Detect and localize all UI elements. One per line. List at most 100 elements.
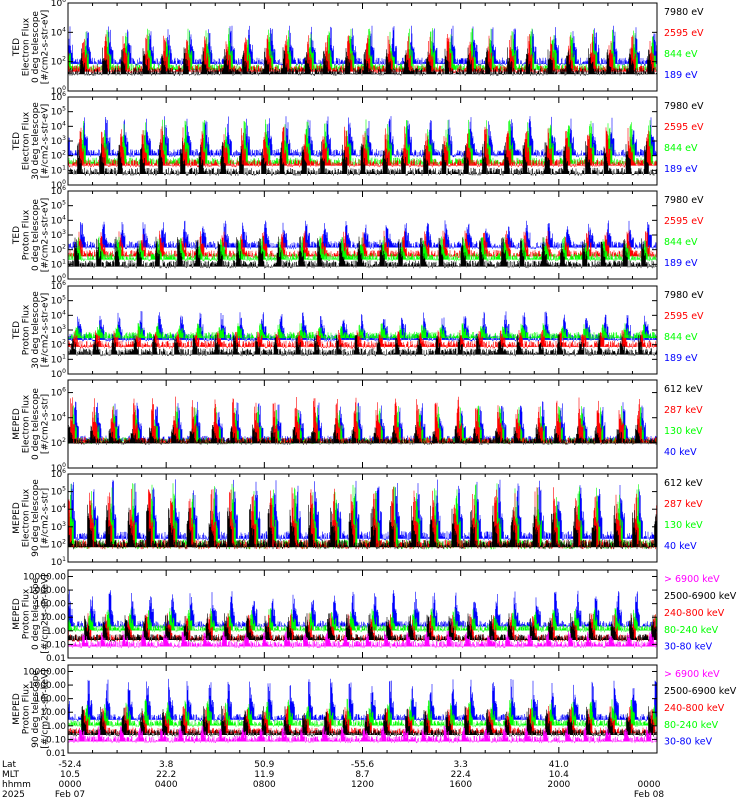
y-axis-label: MEPEDElectron Flux90 deg telescope[#/cm2…: [12, 479, 51, 557]
legend-label: 844 eV: [664, 143, 698, 154]
y-tick-label: 100: [51, 462, 66, 474]
x-tick-label: -55.6: [351, 760, 375, 770]
y-tick-label: 102: [51, 150, 66, 162]
legend-label: 287 keV: [664, 405, 703, 416]
x-tick-label: 1200: [351, 780, 374, 790]
y-tick-label: 103: [51, 135, 66, 147]
legend-label: 2595 eV: [664, 28, 704, 39]
y-tick-label: 104: [51, 503, 66, 515]
legend-label: 2595 eV: [664, 311, 704, 322]
legend-label: > 6900 keV: [664, 669, 720, 680]
x-tick-label: 3.3: [454, 760, 468, 770]
y-tick-label: 103: [51, 521, 66, 533]
y-tick-label: 106: [51, 0, 66, 9]
y-tick-label: 102: [51, 437, 66, 449]
panel-8: 0.01 0.10 1.00 10.00 100.00 1000.00 10000.00ME…: [12, 664, 737, 759]
x-axis-row-label: MLT: [2, 770, 20, 780]
legend-label: 80-240 keV: [664, 720, 719, 731]
y-tick-label: 0.10: [46, 735, 66, 745]
legend-label: 844 eV: [664, 49, 698, 60]
legend-label: 2500-6900 keV: [664, 591, 737, 602]
legend-label: 7980 eV: [664, 101, 704, 112]
x-tick-label: 8.7: [355, 770, 369, 780]
y-tick-label: 102: [51, 538, 66, 550]
x-tick-label: 0000: [638, 780, 661, 790]
y-axis-label: TEDElectron Flux30 deg telescope[#/cm2-s…: [12, 102, 51, 180]
y-tick-label: 1.00: [46, 627, 66, 637]
y-tick-label: 105: [51, 295, 66, 307]
x-tick-label: 3.8: [159, 760, 174, 770]
y-axis-label: MEPEDProton Flux0 deg telescope[#/cm2-s-…: [12, 574, 51, 653]
y-axis-label: TEDProton Flux0 deg telescope[#/cm2-s-st…: [12, 198, 51, 273]
y-tick-label: 101: [51, 353, 66, 365]
x-tick-label: Feb 07: [55, 790, 85, 800]
legend-label: 189 eV: [664, 164, 698, 175]
legend-label: 844 eV: [664, 237, 698, 248]
y-tick-label: 102: [51, 339, 66, 351]
y-tick-label: 10.00: [40, 708, 66, 718]
legend-label: 2595 eV: [664, 122, 704, 133]
x-tick-label: 41.0: [549, 760, 569, 770]
y-axis-label: MEPEDProton Flux90 deg telescope[#/cm2-s…: [12, 669, 51, 748]
y-tick-label: 0.01: [46, 654, 66, 664]
y-tick-label: 104: [51, 120, 66, 132]
y-tick-label: 104: [51, 214, 66, 226]
y-tick-label: 101: [51, 556, 66, 568]
y-tick-label: 100: [51, 85, 66, 97]
y-tick-label: 105: [51, 486, 66, 498]
legend-label: 130 keV: [664, 426, 703, 437]
legend-label: 2595 eV: [664, 216, 704, 227]
y-tick-label: 105: [51, 106, 66, 118]
x-tick-label: 0400: [155, 780, 178, 790]
x-tick-label: 10.4: [549, 770, 569, 780]
legend-label: 189 eV: [664, 70, 698, 81]
y-tick-label: 105: [51, 200, 66, 212]
y-axis-label: TEDProton Flux30 deg telescope[#/cm2-s-s…: [12, 291, 51, 369]
y-tick-label: 102: [51, 244, 66, 256]
legend-label: 2500-6900 keV: [664, 686, 737, 697]
y-axis-label: TEDElectron Flux0 deg telescope[#/cm2-s-…: [12, 10, 51, 85]
legend-label: 287 keV: [664, 499, 703, 510]
x-tick-label: 0000: [59, 780, 82, 790]
legend-label: 7980 eV: [664, 7, 704, 18]
y-tick-label: 106: [51, 468, 66, 480]
y-tick-label: 100.00: [35, 600, 67, 610]
x-tick-label: 0800: [253, 780, 276, 790]
legend-label: 240-800 keV: [664, 703, 725, 714]
legend-label: 80-240 keV: [664, 625, 719, 636]
x-axis-row-label: hhmm: [2, 780, 31, 790]
legend-label: 189 eV: [664, 353, 698, 364]
y-tick-label: 102: [51, 56, 66, 68]
y-tick-label: 10.00: [40, 613, 66, 623]
y-tick-label: 100: [51, 179, 66, 191]
legend-label: 7980 eV: [664, 290, 704, 301]
x-tick-label: 11.9: [254, 770, 274, 780]
y-tick-label: 103: [51, 229, 66, 241]
y-tick-label: 0.01: [46, 749, 66, 759]
x-tick-label: 22.4: [451, 770, 471, 780]
x-tick-label: -52.4: [58, 760, 82, 770]
y-tick-label: 1000.00: [29, 586, 66, 596]
y-tick-label: 101: [51, 258, 66, 270]
y-tick-label: 101: [51, 164, 66, 176]
y-tick-label: 106: [51, 185, 66, 197]
y-tick-label: 106: [51, 91, 66, 103]
y-tick-label: 1000.00: [29, 681, 66, 691]
legend-label: 612 keV: [664, 384, 703, 395]
x-tick-label: 50.9: [254, 760, 274, 770]
legend-label: 40 keV: [664, 447, 697, 458]
legend-label: 189 eV: [664, 258, 698, 269]
panel-7: 0.01 0.10 1.00 10.00 100.00 1000.00 10000.00ME…: [12, 569, 737, 664]
y-tick-label: 0.10: [46, 640, 66, 650]
x-tick-label: 1600: [449, 780, 472, 790]
y-tick-label: 100.00: [35, 695, 67, 705]
y-axis-label: MEPEDElectron Flux0 deg telescope[#/cm2-…: [12, 388, 51, 460]
